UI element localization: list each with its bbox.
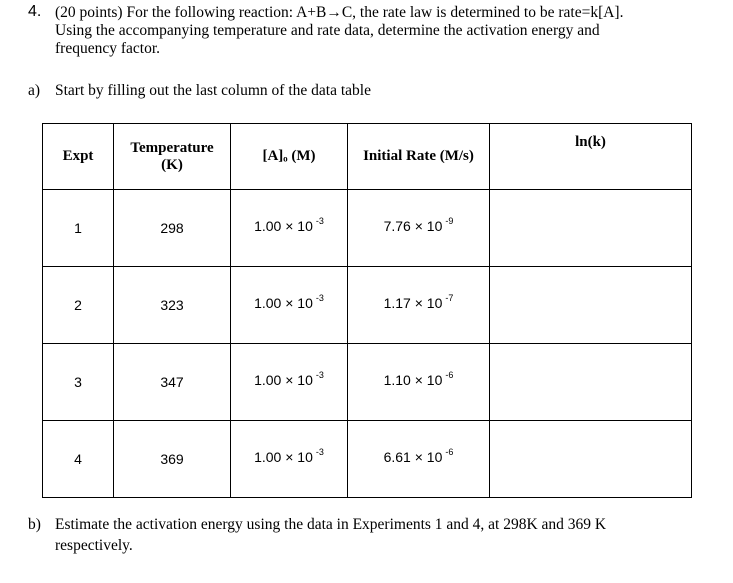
header-cell: [A]ₒ (M) — [230, 123, 348, 190]
table-cell: 1.00 × 10 -3 — [230, 343, 348, 421]
header-text: Expt — [62, 148, 94, 164]
exponent: -7 — [445, 293, 454, 303]
cell-text: 1.10 × 10 — [383, 372, 443, 388]
cell-text: 7.76 × 10 — [383, 218, 443, 234]
table-cell: 1.00 × 10 -3 — [230, 189, 348, 267]
question-line: frequency factor. — [55, 40, 160, 57]
table-cell: 2 — [42, 266, 114, 344]
cell-text: 6.61 × 10 — [383, 449, 443, 465]
cell-text: 1.00 × 10 — [254, 449, 313, 465]
cell-text: 347 — [160, 374, 184, 390]
table-cell: 7.76 × 10 -9 — [347, 189, 490, 267]
cell-text: 1.00 × 10 — [254, 372, 313, 388]
table-cell: 1.00 × 10 -3 — [230, 420, 348, 498]
header-cell: ln(k) — [489, 123, 692, 190]
table-cell: 6.61 × 10 -6 — [347, 420, 490, 498]
header-cell: Expt — [42, 123, 114, 190]
empty-cell — [489, 343, 692, 421]
exponent: -3 — [315, 447, 324, 457]
header-text: Initial Rate (M/s) — [363, 148, 474, 164]
cell-text: 298 — [160, 220, 184, 236]
header-cell: Temperature (K) — [113, 123, 231, 190]
cell-text: 2 — [74, 297, 82, 313]
table-cell: 1 — [42, 189, 114, 267]
cell-text: 1 — [74, 220, 82, 236]
table-cell: 298 — [113, 189, 231, 267]
header-text: (K) — [161, 156, 183, 173]
cell-text: 4 — [74, 451, 82, 467]
cell-text: 1.00 × 10 — [254, 295, 313, 311]
question-line: Using the accompanying temperature and r… — [55, 22, 600, 39]
table-row: 4 369 1.00 × 10 -3 6.61 × 10 -6 — [42, 420, 692, 498]
table-cell: 1.10 × 10 -6 — [347, 343, 490, 421]
question-line: (20 points) For the following reaction: … — [55, 4, 624, 21]
header-text: ln(k) — [575, 134, 606, 150]
exponent: -3 — [315, 216, 324, 226]
cell-text: 1.17 × 10 — [383, 295, 443, 311]
table-cell: 3 — [42, 343, 114, 421]
part-text: Estimate the activation energy using the… — [55, 516, 607, 533]
empty-cell — [489, 189, 692, 267]
part-label: a) — [28, 82, 41, 99]
table-row: 1 298 1.00 × 10 -3 7.76 × 10 -9 — [42, 189, 692, 267]
table-cell: 347 — [113, 343, 231, 421]
cell-text: 1.00 × 10 — [254, 218, 313, 234]
empty-cell — [489, 420, 692, 498]
header-cell: Initial Rate (M/s) — [347, 123, 490, 190]
exponent: -6 — [445, 447, 454, 457]
header-text: Temperature — [130, 139, 214, 156]
cell-text: 3 — [74, 374, 82, 390]
exponent: -6 — [445, 370, 454, 380]
cell-text: 323 — [160, 297, 184, 313]
part-text: Start by filling out the last column of … — [55, 82, 371, 99]
part-text: respectively. — [55, 537, 133, 554]
table-cell: 1.00 × 10 -3 — [230, 266, 348, 344]
table-cell: 4 — [42, 420, 114, 498]
table-row: 2 323 1.00 × 10 -3 1.17 × 10 -7 — [42, 266, 692, 344]
empty-cell — [489, 266, 692, 344]
exponent: -9 — [445, 216, 454, 226]
question-number: 4. — [28, 3, 42, 20]
table-cell: 369 — [113, 420, 231, 498]
exponent: -3 — [315, 370, 324, 380]
part-label: b) — [28, 516, 41, 533]
table-cell: 323 — [113, 266, 231, 344]
data-table: Expt Temperature (K) [A]ₒ (M) Initial Rate (… — [42, 123, 692, 498]
cell-text: 369 — [160, 451, 184, 467]
table-cell: 1.17 × 10 -7 — [347, 266, 490, 344]
exponent: -3 — [315, 293, 324, 303]
header-text: [A]ₒ (M) — [262, 148, 316, 164]
table-row: 3 347 1.00 × 10 -3 1.10 × 10 -6 — [42, 343, 692, 421]
